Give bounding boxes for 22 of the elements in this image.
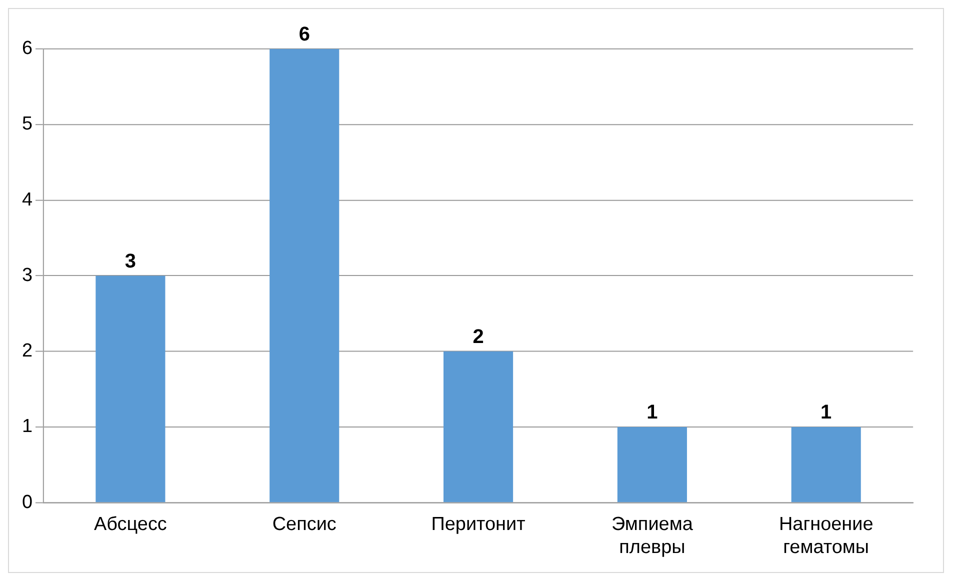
y-tick-label: 0 — [22, 492, 33, 513]
x-tick-label: Абсцесс — [94, 514, 167, 536]
data-label: 3 — [124, 250, 136, 272]
x-tick-label: Перитонит — [431, 514, 526, 536]
y-tick-label: 2 — [22, 340, 33, 362]
bar — [617, 427, 687, 502]
y-tick-label: 3 — [22, 264, 33, 286]
data-label: 2 — [472, 326, 484, 348]
y-tick-label: 6 — [22, 38, 33, 60]
y-tick-label: 4 — [22, 189, 33, 210]
data-label: 1 — [820, 402, 832, 424]
x-tick-label: Сепсис — [272, 514, 336, 536]
data-label: 6 — [298, 23, 310, 46]
y-tick-label: 1 — [22, 416, 33, 438]
bar — [791, 427, 861, 502]
bar — [270, 48, 340, 502]
bar — [96, 276, 166, 502]
x-tick-label: Нагноение гематомы — [778, 514, 874, 558]
x-tick-label: Эмпиема плевры — [611, 514, 694, 558]
y-tick-label: 5 — [22, 114, 33, 135]
data-label: 1 — [646, 402, 658, 424]
bar — [443, 351, 514, 502]
